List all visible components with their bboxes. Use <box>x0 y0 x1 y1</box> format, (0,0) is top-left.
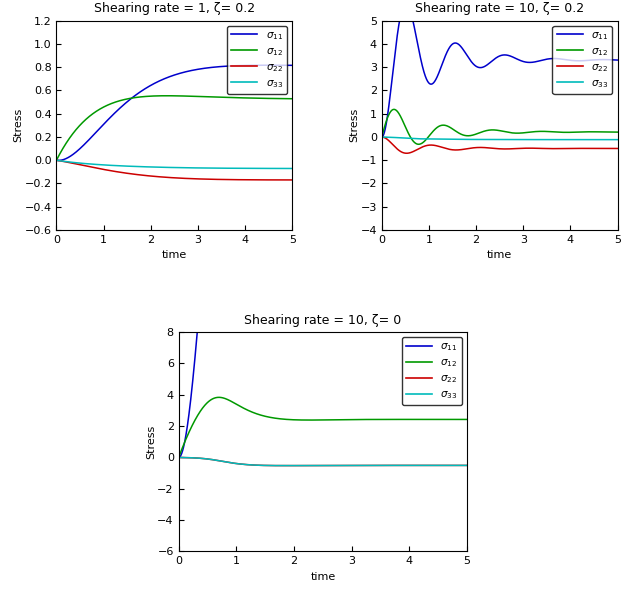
Title: Shearing rate = 1, ζ= 0.2: Shearing rate = 1, ζ= 0.2 <box>94 2 255 15</box>
Y-axis label: Stress: Stress <box>146 425 156 459</box>
Title: Shearing rate = 10, ζ= 0.2: Shearing rate = 10, ζ= 0.2 <box>415 2 584 15</box>
Title: Shearing rate = 10, ζ= 0: Shearing rate = 10, ζ= 0 <box>245 314 401 327</box>
Legend: $\sigma_{11}$, $\sigma_{12}$, $\sigma_{22}$, $\sigma_{33}$: $\sigma_{11}$, $\sigma_{12}$, $\sigma_{2… <box>227 26 287 94</box>
X-axis label: time: time <box>310 572 335 582</box>
Y-axis label: Stress: Stress <box>349 109 359 142</box>
X-axis label: time: time <box>162 250 187 260</box>
X-axis label: time: time <box>487 250 512 260</box>
Legend: $\sigma_{11}$, $\sigma_{12}$, $\sigma_{22}$, $\sigma_{33}$: $\sigma_{11}$, $\sigma_{12}$, $\sigma_{2… <box>552 26 613 94</box>
Y-axis label: Stress: Stress <box>13 109 23 142</box>
Legend: $\sigma_{11}$, $\sigma_{12}$, $\sigma_{22}$, $\sigma_{33}$: $\sigma_{11}$, $\sigma_{12}$, $\sigma_{2… <box>402 337 462 406</box>
